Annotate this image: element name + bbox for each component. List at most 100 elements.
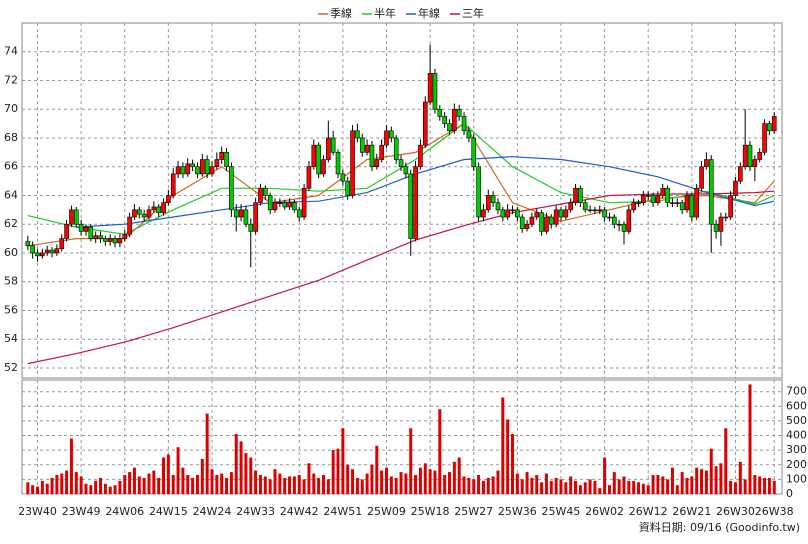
volume-bar [729,480,733,494]
candle-body [83,226,89,232]
volume-bar [171,475,175,494]
candle-body [321,159,326,175]
volume-bar [612,472,616,494]
volume-bar [375,445,379,494]
candle-body [180,166,186,175]
volume-bar [588,479,592,494]
candle-body [379,144,384,160]
candle-body [515,209,520,218]
candle-body [481,209,486,218]
volume-bar [438,409,442,494]
volume-bar [234,434,238,494]
y2-tick-label: 400 [786,429,807,442]
legend-label: 季線 [330,6,352,20]
candle-body [510,209,515,212]
candle-body [544,216,549,232]
x-tick-label: 24W06 [105,505,144,518]
candle-body [461,116,467,132]
candle-body [684,195,690,211]
volume-bar [79,476,83,494]
volume-bar [137,476,141,494]
candle-body [689,195,695,218]
volume-bar [578,485,582,494]
candle-body [762,123,767,153]
volume-bar [574,480,578,494]
volume-bar [448,472,451,494]
candle-body [345,180,351,196]
volume-bar [554,477,558,494]
volume-bar [215,475,219,494]
candle-body [214,159,220,168]
candle-body [330,137,336,153]
y-tick-label: 74 [4,45,18,58]
x-tick-label: 25W45 [542,505,581,518]
volume-bar [118,480,122,494]
volume-bar [428,469,432,494]
candle-body [54,248,60,254]
candle-body [665,187,670,203]
volume-bar [544,473,548,494]
candle-body [195,166,200,175]
volume-bar [128,472,132,494]
candle-body [267,195,273,211]
candle-body [553,209,559,225]
volume-bar [617,479,621,494]
volume-bar [738,461,742,494]
volume-bar [646,485,650,494]
candle-body [296,209,302,218]
candle-body [389,130,394,139]
x-tick-label: 26W02 [585,505,624,518]
candle-body [200,159,205,175]
volume-bar [569,476,573,494]
volume-bar [462,476,466,494]
candle-body [73,209,79,225]
volume-bar [467,477,471,494]
candle-body [224,152,229,168]
volume-bar [641,483,645,494]
candle-body [364,144,370,153]
volume-bar [123,475,127,494]
volume-bar [94,480,98,494]
candle-body [44,249,50,254]
x-tick-label: 24W15 [149,505,188,518]
candle-body [49,249,55,254]
candle-body [88,226,94,239]
candle-body [495,202,501,211]
candle-body [738,166,743,182]
volume-bar [443,475,447,494]
volume-bar [607,485,611,494]
y2-tick-label: 500 [786,414,807,427]
volume-bar [365,473,369,494]
candle-body [398,159,404,168]
candle-body [170,173,176,196]
candle-body [757,152,763,160]
candle-body [490,195,496,203]
volume-bar [389,476,393,494]
volume-bar [65,470,69,494]
y-tick-label: 66 [4,160,18,173]
volume-bar [283,477,287,494]
candle-body [500,209,506,218]
volume-bar [292,476,296,494]
candle-body [59,238,65,249]
volume-bar [670,467,674,494]
volume-bar [758,476,762,494]
candle-body [185,163,191,175]
volume-bar [176,447,180,494]
candle-body [403,166,409,175]
volume-bar [181,467,185,494]
volume-bar [113,485,117,494]
y-tick-label: 56 [4,303,18,316]
volume-bar [40,480,44,494]
candle-body [767,123,772,132]
candle-body [374,159,380,168]
volume-bar [680,472,684,494]
candle-body [485,195,491,211]
volume-bar [753,475,757,494]
volume-bar [229,472,233,494]
candle-body [742,144,748,168]
candle-body [548,216,554,225]
candle-body [699,166,704,189]
volume-bar [491,476,495,494]
candle-body [602,209,607,218]
